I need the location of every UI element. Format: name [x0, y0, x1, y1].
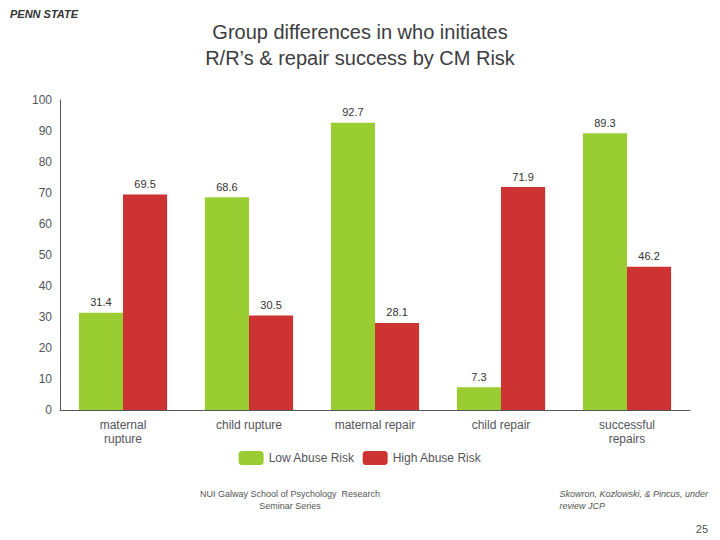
- svg-text:31.4: 31.4: [90, 296, 111, 308]
- svg-text:Low Abuse Risk: Low Abuse Risk: [269, 451, 355, 465]
- svg-text:100: 100: [32, 93, 52, 107]
- svg-text:40: 40: [39, 279, 53, 293]
- svg-text:maternal repair: maternal repair: [335, 418, 416, 432]
- svg-text:maternal: maternal: [100, 418, 147, 432]
- svg-text:70: 70: [39, 186, 53, 200]
- svg-text:90: 90: [39, 124, 53, 138]
- svg-text:89.3: 89.3: [594, 117, 615, 129]
- svg-text:repairs: repairs: [609, 432, 646, 446]
- svg-text:Seminar Series: Seminar Series: [259, 501, 321, 511]
- svg-text:25: 25: [696, 523, 708, 535]
- svg-text:80: 80: [39, 155, 53, 169]
- svg-text:92.7: 92.7: [342, 106, 363, 118]
- svg-text:30.5: 30.5: [260, 299, 281, 311]
- svg-text:68.6: 68.6: [216, 181, 237, 193]
- svg-text:child rupture: child rupture: [216, 418, 282, 432]
- svg-text:child repair: child repair: [472, 418, 531, 432]
- svg-text:review JCP: review JCP: [559, 501, 605, 511]
- svg-text:PENN STATE: PENN STATE: [10, 8, 79, 20]
- svg-text:Group differences in who initi: Group differences in who initiates: [212, 21, 507, 43]
- svg-text:High Abuse Risk: High Abuse Risk: [393, 451, 482, 465]
- svg-text:7.3: 7.3: [471, 371, 486, 383]
- svg-text:Skowron, Kozlowski, & Pincus,: Skowron, Kozlowski, & Pincus, under: [559, 489, 709, 499]
- svg-text:R/R’s & repair success by CM R: R/R’s & repair success by CM Risk: [205, 47, 516, 69]
- svg-text:46.2: 46.2: [638, 250, 659, 262]
- svg-text:10: 10: [39, 372, 53, 386]
- svg-text:71.9: 71.9: [512, 171, 533, 183]
- svg-text:50: 50: [39, 248, 53, 262]
- svg-text:28.1: 28.1: [386, 306, 407, 318]
- svg-text:NUI Galway School of Psycholog: NUI Galway School of Psychology Research: [200, 489, 380, 499]
- svg-text:69.5: 69.5: [134, 178, 155, 190]
- svg-text:rupture: rupture: [104, 432, 142, 446]
- svg-text:0: 0: [45, 403, 52, 417]
- svg-text:60: 60: [39, 217, 53, 231]
- svg-text:30: 30: [39, 310, 53, 324]
- svg-text:successful: successful: [599, 418, 655, 432]
- svg-text:20: 20: [39, 341, 53, 355]
